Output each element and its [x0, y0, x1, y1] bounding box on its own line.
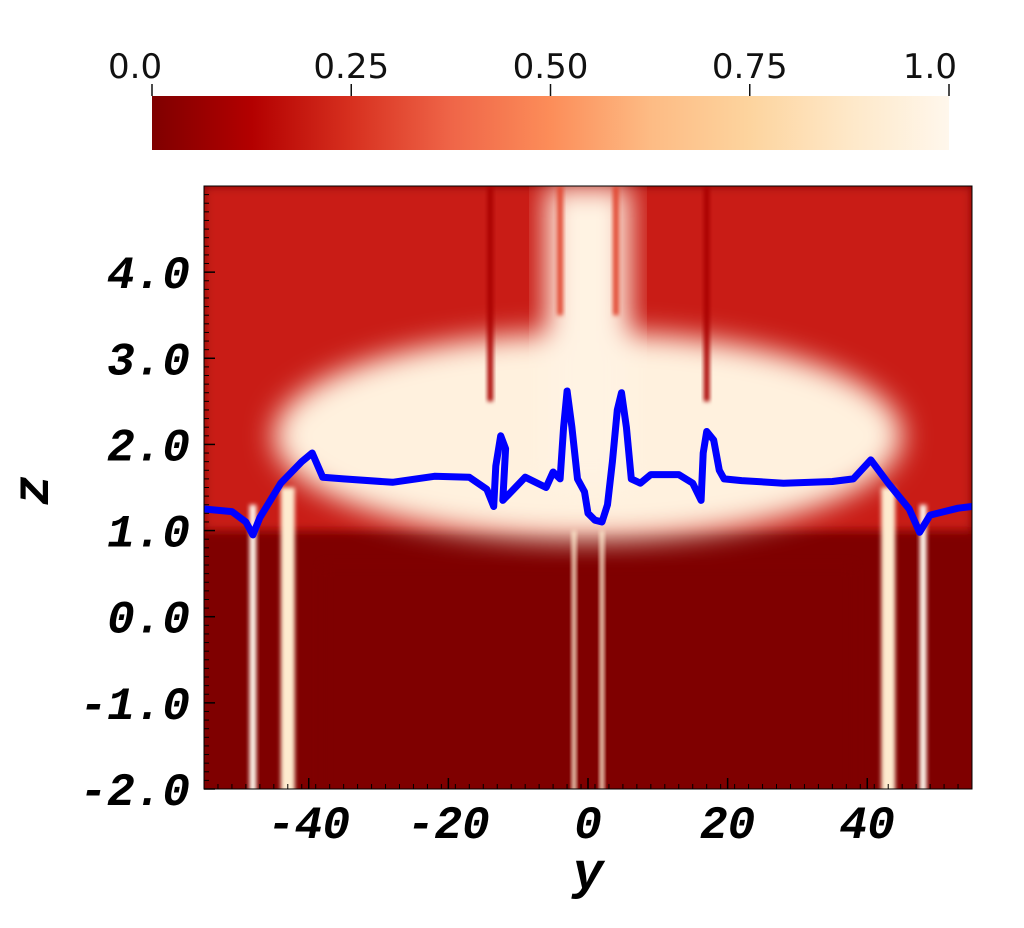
- y-tick-label: 3.0: [107, 336, 190, 388]
- x-axis-ticks: -40 -20 0 20 40: [267, 778, 895, 852]
- heatmap-field: [204, 186, 972, 789]
- heatmap-streak: [249, 504, 257, 789]
- colorbar-tick-label: 0.75: [712, 47, 788, 87]
- y-axis-label: z: [5, 474, 64, 505]
- heatmap-dark-core: [322, 565, 854, 789]
- x-tick-label: 20: [700, 800, 755, 852]
- heatmap-dark-column: [613, 186, 619, 316]
- colorbar-tick-label: 0.25: [313, 47, 389, 87]
- x-tick-label: -40: [267, 800, 350, 852]
- colorbar-tick-label: 0.50: [513, 47, 589, 87]
- heatmap-dark-column: [487, 186, 494, 402]
- x-axis-label: y: [570, 845, 605, 904]
- y-axis-ticks: -2.0 -1.0 0.0 1.0 2.0 3.0 4.0: [80, 250, 215, 819]
- colorbar-gradient: [152, 96, 949, 150]
- y-tick-label: -2.0: [80, 767, 190, 819]
- y-tick-label: 4.0: [107, 250, 190, 302]
- y-tick-label: 0.0: [107, 595, 190, 647]
- plot-area: -40 -20 0 20 40 -2.0 -1.0 0.0 1.0 2.0 3.0 4.0: [80, 185, 973, 852]
- x-tick-label: 0: [574, 800, 602, 852]
- x-tick-label: 40: [840, 800, 895, 852]
- colorbar-tick-label: 0.0: [108, 47, 162, 87]
- colorbar-tick-label: 1.0: [903, 47, 957, 87]
- heatmap-streak: [881, 487, 896, 789]
- heatmap-streak: [280, 487, 295, 789]
- heatmap-streak: [919, 504, 927, 789]
- colorbar: 0.0 0.25 0.50 0.75 1.0: [108, 47, 957, 150]
- interface-line-series: [204, 387, 972, 539]
- y-tick-label: -1.0: [80, 681, 190, 733]
- x-tick-label: -20: [407, 800, 490, 852]
- heatmap-dark-column: [703, 186, 710, 402]
- y-tick-label: 1.0: [107, 509, 190, 561]
- y-tick-label: 2.0: [107, 422, 190, 474]
- heatmap-dark-column: [557, 186, 563, 316]
- colorbar-ticks: 0.0 0.25 0.50 0.75 1.0: [108, 47, 957, 96]
- heatmap-streak: [599, 530, 605, 789]
- heatmap-streak: [571, 530, 577, 789]
